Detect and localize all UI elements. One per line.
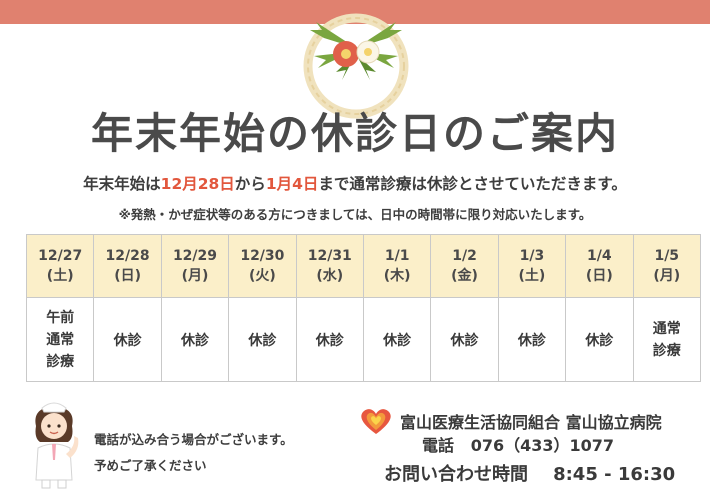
open-cell: 通常 診療: [632, 297, 702, 382]
date-cell: 1/2 (金): [430, 234, 499, 298]
closed-cell: 休診: [497, 297, 567, 382]
announcement-text: 年末年始は: [83, 175, 161, 193]
closed-cell: 休診: [565, 297, 634, 382]
holiday-schedule-table: 12/27 (土) 12/28 (日) 12/29 (月) 12/30 (火) 12/3…: [25, 234, 702, 382]
closed-cell: 休診: [93, 297, 162, 382]
date-cell: 12/31 (水): [295, 234, 364, 298]
date-cell: 1/4 (日): [565, 234, 634, 298]
phone-note-line: 電話が込み合う場合がございます。: [94, 432, 293, 447]
hours-value: 8:45 ‐ 16:30: [553, 464, 676, 485]
closed-cell: 休診: [430, 297, 499, 382]
phone-contact: 電話 076（433）1077: [422, 432, 614, 456]
announcement-text: まで通常診療は休診とさせていただきます。: [318, 175, 627, 193]
closure-announcement: 年末年始は12月28日から1月4日まで通常診療は休診とさせていただきます。: [0, 172, 710, 194]
morning-clinic-row: 午前 通常 診療 休診 休診 休診 休診 休診 休診 休診 休診 通常 診療: [25, 297, 702, 382]
closed-cell: 休診: [362, 297, 432, 382]
closed-cell: 休診: [160, 297, 230, 382]
phone-busy-note: 電話が込み合う場合がございます。 予めご了承ください: [94, 427, 293, 479]
inquiry-hours: お問い合わせ時間 8:45 ‐ 16:30: [384, 460, 675, 486]
row-label-morning-clinic: 午前 通常 診療: [25, 297, 95, 382]
hospital-name: 富山医療生活協同組合 富山協立病院: [400, 413, 662, 432]
closure-end-date: 1月4日: [265, 175, 319, 193]
nurse-illustration-icon: [35, 402, 79, 489]
date-header-row: 12/27 (土) 12/28 (日) 12/29 (月) 12/30 (火) 12/3…: [25, 234, 702, 298]
date-cell: 1/5 (月): [632, 234, 702, 298]
phone-note-line: 予めご了承ください: [94, 458, 207, 473]
closure-start-date: 12月28日: [160, 175, 235, 193]
date-cell: 12/30 (火): [228, 234, 297, 298]
date-cell: 1/3 (土): [497, 234, 567, 298]
hospital-logo-icon: [361, 409, 391, 434]
date-cell: 1/1 (木): [362, 234, 432, 298]
announcement-text: から: [234, 175, 266, 193]
phone-label: 電話: [422, 436, 455, 455]
date-cell: 12/27 (土): [25, 234, 95, 298]
date-cell: 12/28 (日): [93, 234, 162, 298]
closed-cell: 休診: [228, 297, 297, 382]
new-year-decoration-icon: [303, 13, 409, 119]
closed-cell: 休診: [295, 297, 364, 382]
hours-label: お問い合わせ時間: [384, 464, 528, 485]
page-title: 年末年始の休診日のご案内: [90, 109, 619, 158]
fever-note: ※発熱・かぜ症状等のある方につきましては、日中の時間帯に限り対応いたします。: [118, 207, 592, 222]
date-cell: 12/29 (月): [160, 234, 230, 298]
phone-number: 076（433）1077: [470, 436, 615, 455]
